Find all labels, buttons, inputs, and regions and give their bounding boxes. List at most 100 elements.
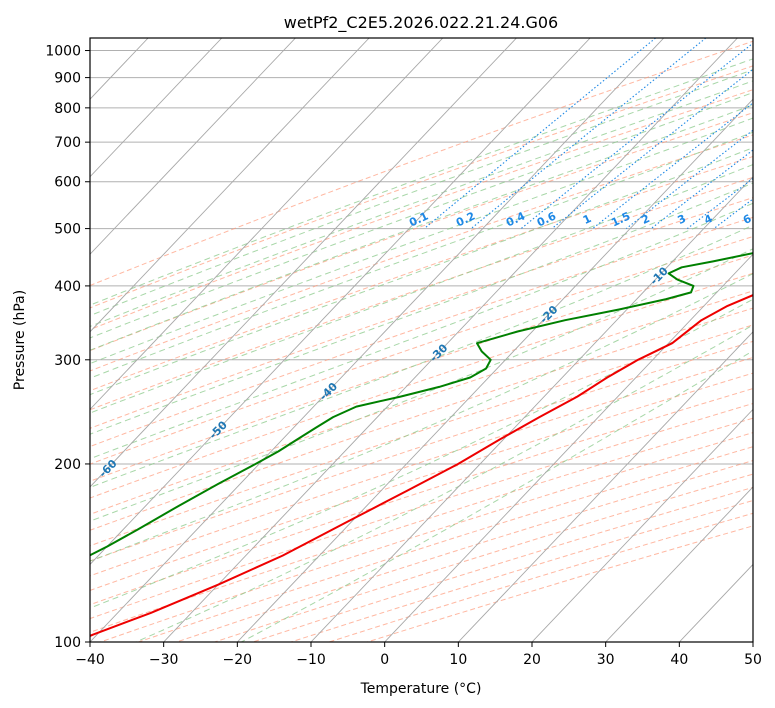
mixing-ratio-line [470,38,707,230]
y-tick-label: 500 [54,222,81,238]
x-tick-label: 50 [744,652,762,668]
temperature-profile [90,294,753,637]
y-tick-label: 300 [54,353,81,369]
y-tick-label: 100 [54,635,81,651]
isotherm-line [384,253,753,642]
dry-adiabat [90,89,753,331]
mixing-ratio-label: 1 [581,212,593,227]
x-tick-label: −30 [149,652,179,668]
moist-adiabat [90,147,753,396]
dry-adiabat [90,307,753,531]
dry-adiabat [90,40,753,287]
isotherm-line [90,38,296,255]
dry-adiabat [90,272,753,499]
isotherm-line [90,38,444,411]
y-axis-ticks: 100 200 300 400 500 600 700 800 900 1000 [45,44,90,651]
y-tick-label: 200 [54,457,81,473]
isotherm-line [752,641,753,642]
y-tick-label: 900 [54,71,81,87]
mixing-ratio-line [625,129,753,230]
dry-adiabat [90,340,753,562]
moist-adiabat [90,80,753,327]
dry-adiabat [90,372,753,591]
moist-adiabat [241,350,753,642]
x-tick-label: 20 [523,652,541,668]
isotherm-line [163,38,738,642]
pressure-gridlines [90,50,753,642]
y-tick-label: 800 [54,101,81,117]
x-tick-label: 10 [449,652,467,668]
moist-adiabat [90,69,753,317]
x-axis-label: Temperature (°C) [360,681,482,697]
dry-adiabat [90,65,753,309]
x-axis-ticks: −40 −30 −20 −10 0 10 20 30 40 50 [75,642,762,668]
dry-adiabat [90,235,753,465]
dry-adiabat [90,176,753,411]
isotherm-line [90,38,591,566]
plot-frame [89,37,754,643]
dry-adiabat [90,290,753,515]
mixing-ratio-line [752,227,753,229]
y-tick-label: 700 [54,135,81,151]
y-axis-label: Pressure (hPa) [12,290,28,390]
mixing-ratio-line [592,102,753,230]
isotherm-line [90,38,665,642]
moist-adiabat [90,58,753,306]
dry-adiabat [90,216,753,448]
x-tick-label: 30 [597,652,615,668]
isotherm-line [0,38,1,642]
y-tick-label: 600 [54,175,81,191]
dry-adiabat [90,356,753,577]
isotherm-line [605,486,753,642]
mixing-ratio-label: 0.2 [454,209,477,229]
dewpoint-profile [90,252,753,557]
x-tick-label: 0 [380,652,389,668]
isotherm-label: -70 [0,495,10,518]
x-tick-label: −20 [223,652,253,668]
dry-adiabats [90,40,753,642]
plot-area: -100-90-80-70-60-50-40-30-20-10010203040… [0,38,775,642]
moist-adiabats [90,58,753,642]
mixing-ratio-label: 6 [741,212,754,227]
x-tick-label: −40 [75,652,105,668]
moist-adiabat [90,248,753,522]
moist-adiabat [90,224,753,488]
mixing-ratio-label: 8 [770,212,775,227]
isotherm-label: 0 [762,230,775,245]
dry-adiabat [90,254,753,482]
moist-adiabat [90,92,753,339]
dry-adiabat [138,446,753,642]
mixing-ratio-lines [423,38,753,230]
isotherm-line [90,38,517,488]
mixing-ratio-line [551,68,753,230]
dry-adiabat [90,134,753,372]
y-tick-label: 400 [54,279,81,295]
isotherm-line [90,38,223,178]
dry-adiabat [90,402,753,620]
isotherm-line [679,563,753,642]
dry-adiabat [290,499,753,642]
isotherm-line [531,408,753,642]
moist-adiabat [90,298,753,609]
isotherms [0,38,753,642]
moist-adiabat [90,182,753,435]
dry-adiabat [90,324,753,547]
dry-adiabat [90,197,753,429]
dry-adiabat [214,473,753,642]
x-tick-label: 40 [670,652,688,668]
dry-adiabat [176,460,753,642]
mixing-ratio-line [423,38,656,230]
chart-title: wetPf2_C2E5.2026.022.21.24.G06 [284,13,558,33]
profiles [90,252,753,637]
isotherm-line [237,98,753,642]
y-tick-label: 1000 [45,44,81,60]
dry-adiabat [90,388,753,606]
isotherm-line [458,331,753,642]
mixing-ratio-line [686,177,753,230]
isotherm-line [310,176,753,642]
mixing-ratio-line [520,42,753,230]
x-tick-label: −10 [296,652,326,668]
dry-adiabat [90,417,753,633]
